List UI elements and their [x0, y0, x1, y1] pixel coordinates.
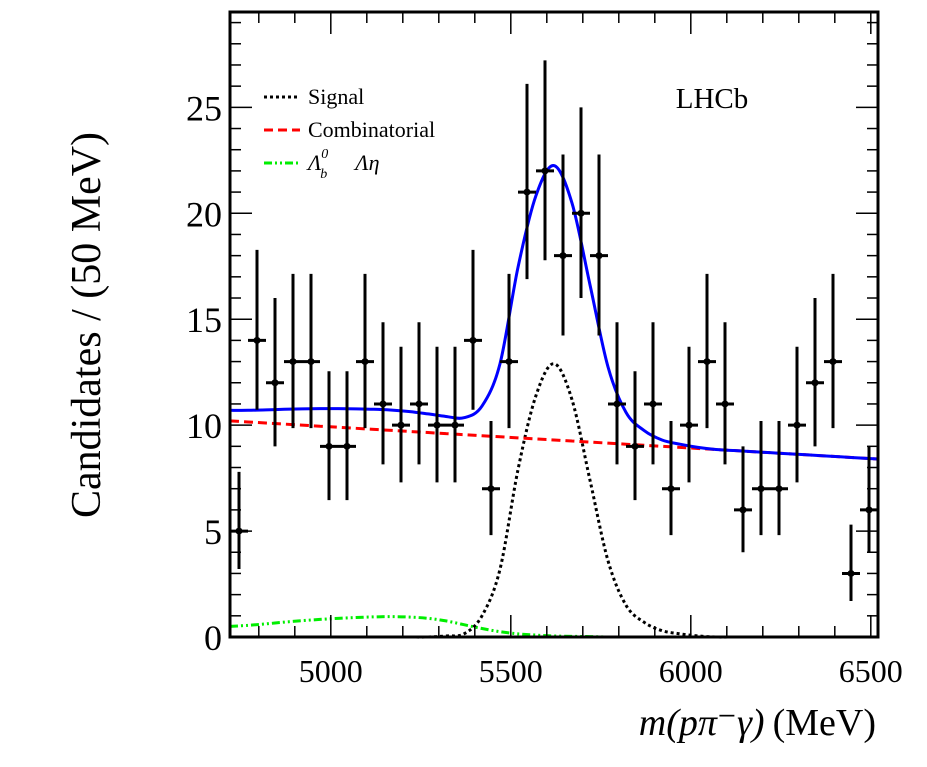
- data-point: [374, 322, 392, 465]
- y-tick-label: 25: [186, 88, 222, 128]
- data-marker: [541, 167, 549, 175]
- data-point: [572, 107, 590, 299]
- data-marker: [379, 400, 387, 408]
- curve-lambda_eta: [229, 615, 878, 639]
- curve-total: [229, 164, 879, 461]
- x-tick-label: 5000: [299, 653, 363, 689]
- data-point: [716, 322, 734, 465]
- data-point: [446, 346, 464, 483]
- data-point: [392, 346, 410, 483]
- x-tick-labels: 5000 5500 6000 6500: [299, 653, 903, 689]
- data-point: [356, 273, 374, 429]
- x-axis-label-quantity: m(pπ⁻γ): [639, 702, 765, 744]
- data-point: [842, 524, 860, 602]
- x-axis-label-unit: (MeV): [773, 702, 876, 744]
- data-point: [302, 273, 320, 429]
- data-point: [734, 446, 752, 553]
- data-point: [500, 273, 518, 429]
- data-marker: [595, 252, 603, 260]
- y-tick-label: 10: [186, 406, 222, 446]
- data-point: [644, 322, 662, 465]
- data-marker: [793, 421, 801, 429]
- data-point: [338, 371, 356, 501]
- data-point: [662, 421, 680, 536]
- data-marker: [433, 421, 441, 429]
- data-marker: [253, 336, 261, 344]
- data-marker: [847, 569, 855, 577]
- data-point: [788, 346, 806, 483]
- data-marker: [361, 358, 369, 366]
- data-marker: [487, 485, 495, 493]
- data-point: [320, 371, 338, 501]
- y-axis-label: Candidates / (50 MeV): [64, 132, 110, 518]
- data-marker: [811, 379, 819, 387]
- data-marker: [451, 421, 459, 429]
- x-axis-label: m(pπ⁻γ) (MeV): [639, 702, 876, 744]
- data-point: [824, 273, 842, 429]
- data-point: [536, 60, 554, 261]
- legend-lambda-eta-label: Λ0 b Λη: [306, 147, 380, 182]
- x-tick-label: 5500: [479, 653, 543, 689]
- data-point: [608, 322, 626, 465]
- data-marker: [739, 506, 747, 514]
- x-tick-label: 6000: [659, 653, 723, 689]
- lhcb-label: LHCb: [676, 83, 749, 115]
- data-point: [464, 249, 482, 410]
- data-marker: [667, 485, 675, 493]
- data-point: [410, 322, 428, 465]
- data-point: [248, 249, 266, 410]
- data-point: [284, 273, 302, 429]
- y-tick-labels: 0 5 10 15 20 25: [186, 88, 222, 658]
- data-marker: [721, 400, 729, 408]
- data-marker: [613, 400, 621, 408]
- data-marker: [397, 421, 405, 429]
- data-point: [266, 298, 284, 447]
- data-marker: [757, 485, 765, 493]
- y-tick-label: 15: [186, 300, 222, 340]
- data-marker: [505, 358, 513, 366]
- data-marker: [775, 485, 783, 493]
- y-tick-label: 20: [186, 194, 222, 234]
- data-marker: [415, 400, 423, 408]
- fit-curves: [229, 164, 879, 639]
- data-marker: [577, 209, 585, 217]
- data-point: [698, 273, 716, 429]
- data-point: [518, 83, 536, 280]
- data-point: [770, 421, 788, 536]
- curve-signal: [230, 362, 878, 639]
- data-marker: [271, 379, 279, 387]
- data-point: [482, 421, 500, 536]
- legend-signal-label: Signal: [308, 84, 364, 109]
- data-marker: [649, 400, 657, 408]
- y-tick-label: 5: [204, 512, 222, 552]
- data-point: [554, 154, 572, 336]
- x-tick-label: 6500: [839, 653, 903, 689]
- plot-frame: [228, 10, 880, 639]
- data-marker: [523, 188, 531, 196]
- data-marker: [289, 358, 297, 366]
- data-point: [860, 446, 878, 553]
- data-marker: [559, 252, 567, 260]
- data-marker: [469, 336, 477, 344]
- data-marker: [703, 358, 711, 366]
- data-point: [680, 346, 698, 483]
- data-point: [806, 298, 824, 447]
- data-point: [428, 346, 446, 483]
- data-points: [230, 60, 878, 602]
- data-marker: [325, 442, 333, 450]
- data-marker: [343, 442, 351, 450]
- axis-ticks: [230, 12, 878, 638]
- data-point: [752, 421, 770, 536]
- legend-combinatorial-label: Combinatorial: [308, 117, 435, 142]
- data-marker: [307, 358, 315, 366]
- legend: Signal Combinatorial Λ0 b Λη: [264, 84, 435, 182]
- data-point: [590, 154, 608, 336]
- data-marker: [829, 358, 837, 366]
- data-marker: [631, 442, 639, 450]
- y-tick-label: 0: [204, 618, 222, 658]
- data-point: [626, 371, 644, 501]
- data-marker: [685, 421, 693, 429]
- data-point: [230, 471, 248, 570]
